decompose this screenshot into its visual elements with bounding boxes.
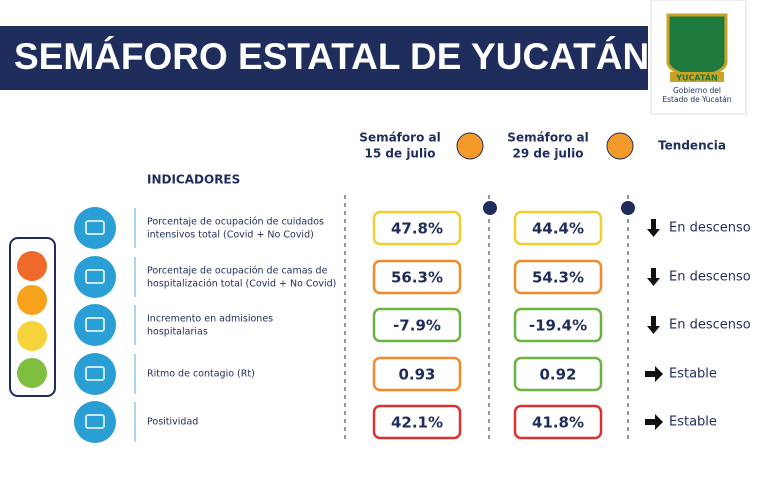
trend-label: En descenso	[669, 221, 751, 236]
indicator-label: Ritmo de contagio (Rt)	[147, 369, 255, 380]
icon-glyph	[85, 414, 105, 429]
value: 0.92	[539, 366, 576, 384]
light-red	[17, 251, 47, 281]
nav-arrow	[621, 201, 635, 215]
logo-ribbon	[670, 72, 724, 82]
value: 42.1%	[391, 414, 443, 432]
icon-glyph	[85, 269, 105, 284]
light-green	[17, 358, 47, 388]
nav-arrow	[483, 201, 497, 215]
trend-arrow	[647, 268, 660, 286]
value-box	[372, 404, 462, 440]
trend-label: Estable	[669, 367, 717, 382]
value-box	[513, 259, 603, 295]
title: SEMÁFORO ESTATAL DE YUCATÁN	[14, 36, 649, 77]
trend-label: En descenso	[669, 318, 751, 333]
trend-label: En descenso	[669, 270, 751, 285]
status-dot	[606, 132, 634, 160]
indicator-label: Positividad	[147, 417, 198, 428]
value: 0.93	[398, 366, 435, 384]
traffic-light	[9, 237, 56, 397]
value: 41.8%	[532, 414, 584, 432]
indicator-label: Porcentaje de ocupación de camas de	[147, 266, 328, 277]
trend-arrow	[645, 366, 663, 382]
icon-glyph	[85, 366, 105, 381]
icon-glyph	[85, 220, 105, 235]
indicator-icon	[74, 304, 116, 346]
indicator-label: intensivos total (Covid + No Covid)	[147, 230, 314, 241]
icon-glyph	[85, 317, 105, 332]
value: -7.9%	[393, 317, 441, 335]
indicator-icon	[74, 401, 116, 443]
value: 54.3%	[532, 269, 584, 287]
value-box	[372, 307, 462, 343]
value-box	[372, 356, 462, 392]
column-header: Semáforo al	[507, 131, 588, 145]
value-box	[513, 210, 603, 246]
trend-label: Estable	[669, 415, 717, 430]
value-box	[513, 356, 603, 392]
value-box	[372, 259, 462, 295]
indicator-label: Porcentaje de ocupación de cuidados	[147, 217, 324, 228]
value: 44.4%	[532, 220, 584, 238]
logo-shield	[666, 13, 728, 80]
indicator-icon	[74, 256, 116, 298]
column-header: 29 de julio	[513, 147, 584, 161]
light-orange	[17, 285, 47, 315]
status-dot	[456, 132, 484, 160]
header-band	[0, 26, 648, 90]
column-header: Tendencia	[658, 139, 726, 153]
logo-name: YUCATÁN	[675, 72, 717, 83]
indicators-header: INDICADORES	[147, 173, 240, 187]
indicator-label: Incremento en admisiones	[147, 314, 273, 325]
column-header: 15 de julio	[365, 147, 436, 161]
value-box	[372, 210, 462, 246]
light-yellow	[17, 321, 47, 351]
trend-arrow	[647, 219, 660, 237]
indicator-icon	[74, 353, 116, 395]
column-header: Semáforo al	[359, 131, 440, 145]
value: -19.4%	[529, 317, 587, 335]
logo-caption: Gobierno del	[673, 86, 721, 95]
value-box	[513, 404, 603, 440]
indicator-label: hospitalarias	[147, 327, 208, 338]
indicator-icon	[74, 207, 116, 249]
trend-arrow	[645, 414, 663, 430]
value-box	[513, 307, 603, 343]
value: 47.8%	[391, 220, 443, 238]
value: 56.3%	[391, 269, 443, 287]
trend-arrow	[647, 316, 660, 334]
logo-caption: Estado de Yucatán	[662, 95, 731, 104]
indicator-label: hospitalización total (Covid + No Covid)	[147, 279, 336, 290]
